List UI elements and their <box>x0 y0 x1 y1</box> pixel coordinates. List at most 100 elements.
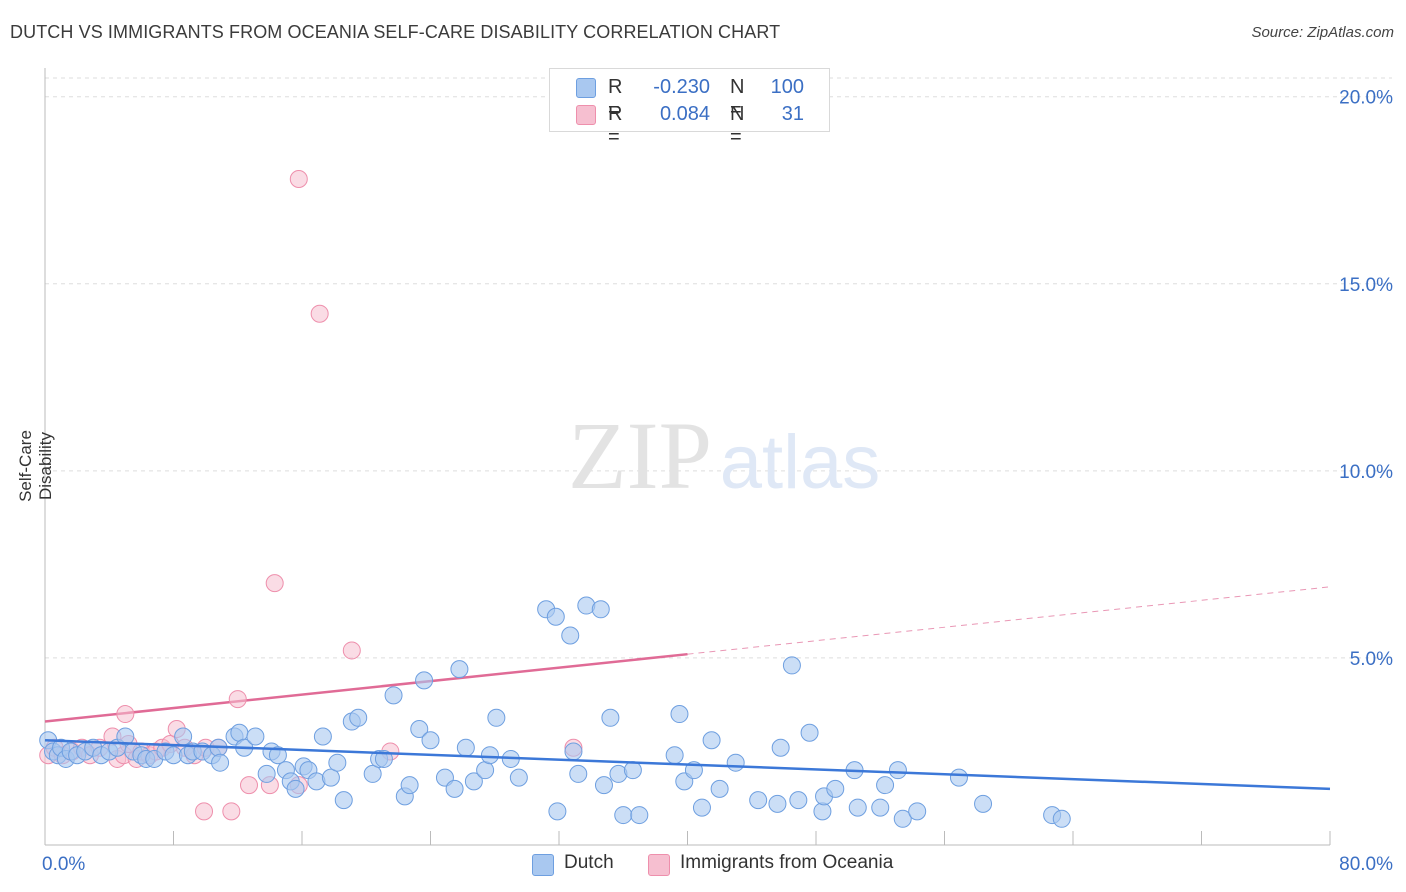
data-point-dutch <box>630 806 649 825</box>
data-point-dutch <box>726 753 745 772</box>
data-point-dutch <box>665 746 684 765</box>
legend-n-value: 31 <box>781 103 804 125</box>
data-point-dutch <box>1052 809 1071 828</box>
data-point-dutch <box>313 727 332 746</box>
data-point-dutch <box>594 776 613 795</box>
data-point-dutch <box>450 660 469 679</box>
y-tick-label: 20.0% <box>1339 88 1393 109</box>
data-point-dutch <box>480 746 499 765</box>
data-point-dutch <box>509 768 528 787</box>
data-point-dutch <box>546 607 565 626</box>
data-point-dutch <box>487 708 506 727</box>
data-point-dutch <box>908 802 927 821</box>
trend-line-dutch <box>44 738 1331 791</box>
legend-swatch-oceania <box>648 854 670 876</box>
data-point-dutch <box>974 794 993 813</box>
data-point-dutch <box>826 779 845 798</box>
data-point-dutch <box>456 738 475 757</box>
data-point-dutch <box>782 656 801 675</box>
data-point-dutch <box>800 723 819 742</box>
data-point-dutch <box>410 720 429 739</box>
watermark-atlas: atlas <box>720 420 881 505</box>
watermark-zip: ZIP <box>568 402 712 509</box>
legend-label-oceania: Immigrants from Oceania <box>680 852 894 873</box>
data-point-oceania <box>239 776 258 795</box>
legend-r-label: R = <box>608 76 623 121</box>
data-point-dutch <box>749 791 768 810</box>
data-point-dutch <box>476 761 495 780</box>
data-point-dutch <box>374 749 393 768</box>
chart-title: DUTCH VS IMMIGRANTS FROM OCEANIA SELF-CA… <box>10 22 781 42</box>
data-point-dutch <box>692 798 711 817</box>
legend-r-value: 0.084 <box>659 103 710 125</box>
trend-line-oceania <box>44 652 688 723</box>
data-point-dutch <box>702 731 721 750</box>
data-point-dutch <box>268 746 287 765</box>
data-point-oceania <box>265 574 284 593</box>
data-point-dutch <box>363 764 382 783</box>
data-point-dutch <box>257 764 276 783</box>
data-point-dutch <box>561 626 580 645</box>
data-point-dutch <box>415 671 434 690</box>
data-point-oceania <box>195 802 214 821</box>
grid-lines <box>45 77 1392 659</box>
data-point-oceania <box>310 304 329 323</box>
data-point-dutch <box>569 764 588 783</box>
data-point-dutch <box>768 794 787 813</box>
tick-labels: 5.0% 10.0% 15.0% 20.0% 0.0% 80.0% <box>42 88 1393 875</box>
y-axis-label: Self-Care Disability <box>16 430 55 502</box>
legend-n-label: N = <box>730 103 745 148</box>
data-point-dutch <box>328 753 347 772</box>
data-point-dutch <box>384 686 403 705</box>
data-point-oceania <box>289 170 308 189</box>
data-point-dutch <box>591 600 610 619</box>
series-dutch-points <box>39 596 1071 828</box>
legend-label-dutch: Dutch <box>564 852 614 873</box>
data-point-dutch <box>670 705 689 724</box>
data-point-dutch <box>813 802 832 821</box>
trend-dutch <box>44 738 1331 791</box>
data-point-dutch <box>246 727 265 746</box>
y-tick-label: 15.0% <box>1339 275 1393 296</box>
chart-source: Source: ZipAtlas.com <box>1251 24 1394 41</box>
data-point-dutch <box>623 761 642 780</box>
data-point-dutch <box>876 776 895 795</box>
axes <box>44 68 1331 846</box>
legend-swatch-oceania <box>576 105 596 125</box>
y-tick-label: 10.0% <box>1339 462 1393 483</box>
data-point-dutch <box>848 798 867 817</box>
data-point-dutch <box>601 708 620 727</box>
data-point-dutch <box>211 753 230 772</box>
data-point-dutch <box>949 768 968 787</box>
data-point-oceania <box>222 802 241 821</box>
data-point-dutch <box>174 727 193 746</box>
legend-n-label: N = <box>730 76 745 121</box>
data-point-oceania <box>342 641 361 660</box>
data-point-dutch <box>888 761 907 780</box>
legend-n-value: 100 <box>770 76 804 98</box>
data-point-dutch <box>321 768 340 787</box>
y-tick-label: 5.0% <box>1350 649 1393 670</box>
data-point-dutch <box>614 806 633 825</box>
data-point-dutch <box>421 731 440 750</box>
data-point-dutch <box>789 791 808 810</box>
data-point-dutch <box>548 802 567 821</box>
data-point-dutch <box>116 727 135 746</box>
data-point-dutch <box>334 791 353 810</box>
trend-line-oceania-extension <box>687 586 1331 655</box>
data-point-oceania <box>116 705 135 724</box>
data-point-oceania <box>228 690 247 709</box>
legend-r-label: R = <box>608 103 623 148</box>
data-point-dutch <box>893 809 912 828</box>
data-point-dutch <box>464 772 483 791</box>
x-tick-label: 80.0% <box>1339 854 1393 875</box>
data-point-dutch <box>400 776 419 795</box>
data-point-dutch <box>445 779 464 798</box>
legend-swatch-dutch <box>532 854 554 876</box>
legend-r-value: -0.230 <box>653 76 710 98</box>
stats-legend: R = -0.230 N = 100 R = 0.084 N = 31 <box>549 68 830 148</box>
data-point-dutch <box>771 738 790 757</box>
watermark: ZIP atlas <box>568 402 880 509</box>
data-point-dutch <box>871 798 890 817</box>
